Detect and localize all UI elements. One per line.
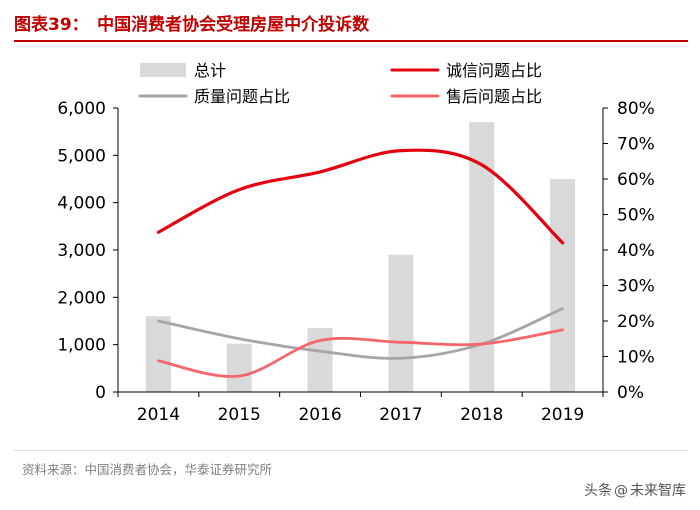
lines-layer — [156, 148, 565, 378]
right-tick-label: 70% — [617, 135, 655, 155]
left-tick-label: 1,000 — [57, 336, 106, 356]
right-tick-label: 20% — [617, 312, 655, 332]
bar-2019 — [550, 179, 576, 392]
right-tick-label: 60% — [617, 170, 655, 190]
legend-quality-label: 质量问题占比 — [194, 87, 290, 106]
watermark-right: 未来智库 — [630, 483, 686, 499]
watermark-left: 头条 — [584, 483, 612, 499]
header-rule — [14, 40, 688, 42]
right-tick-label: 0% — [617, 383, 644, 403]
left-tick-label: 0 — [95, 383, 106, 403]
left-tick-label: 2,000 — [57, 288, 106, 308]
watermark: 头条 @ 未来智库 — [584, 483, 686, 499]
axes-layer: 0 1,000 2,000 3,000 4,000 5,000 6,000 0% 10% 20% 3… — [57, 99, 654, 425]
right-tick-label: 30% — [617, 277, 655, 297]
left-tick-label: 6,000 — [57, 99, 106, 119]
bar-2014 — [145, 316, 171, 392]
footer-rule — [14, 450, 688, 451]
line-after-sales — [157, 328, 564, 378]
complaints-chart: 0 1,000 2,000 3,000 4,000 5,000 6,000 0% 10% 20% 3… — [57, 61, 654, 425]
legend-after-sales-label: 售后问题占比 — [446, 87, 542, 106]
x-tick-label: 2017 — [379, 405, 422, 425]
bars-layer — [145, 122, 576, 392]
bar-2015 — [226, 343, 252, 392]
line-integrity — [156, 148, 565, 245]
bar-2016 — [307, 328, 333, 392]
x-tick-label: 2018 — [460, 405, 503, 425]
bar-2018 — [469, 122, 495, 392]
left-tick-label: 3,000 — [57, 241, 106, 261]
x-tick-label: 2015 — [218, 405, 261, 425]
left-tick-label: 4,000 — [57, 194, 106, 214]
x-tick-label: 2019 — [541, 405, 584, 425]
right-tick-label: 10% — [617, 348, 655, 368]
left-tick-label: 5,000 — [57, 146, 106, 166]
legend-integrity-label: 诚信问题占比 — [446, 61, 542, 80]
x-tick-label: 2016 — [298, 405, 341, 425]
figure-header: 图表39： 中国消费者协会受理房屋中介投诉数 — [0, 0, 700, 48]
x-tick-label: 2014 — [137, 405, 180, 425]
right-tick-label: 40% — [617, 241, 655, 261]
right-tick-label: 50% — [617, 206, 655, 226]
source-note: 资料来源：中国消费者协会，华泰证券研究所 — [22, 462, 273, 477]
figure-title: 图表39： 中国消费者协会受理房屋中介投诉数 — [14, 15, 370, 35]
line-quality — [157, 307, 564, 360]
legend-total-label: 总计 — [194, 61, 226, 80]
bar-2017 — [388, 254, 414, 392]
right-tick-label: 80% — [617, 99, 655, 119]
legend-total-swatch — [140, 63, 186, 77]
